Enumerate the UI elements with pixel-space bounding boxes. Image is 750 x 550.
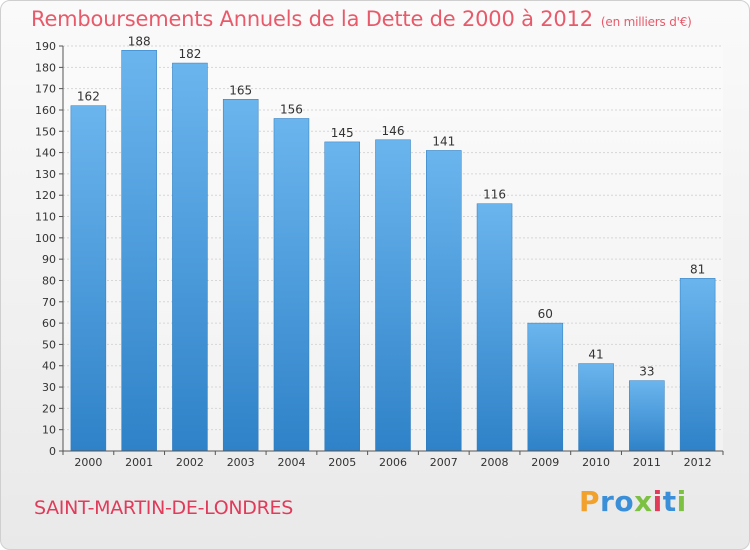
y-tick-label: 100 <box>35 232 56 245</box>
y-tick-label: 180 <box>35 61 56 74</box>
logo-letter: i <box>676 485 687 518</box>
commune-name: SAINT-MARTIN-DE-LONDRES <box>34 497 293 519</box>
x-tick-label: 2002 <box>176 456 204 469</box>
bar-value-label: 165 <box>229 83 252 97</box>
logo-letter: o <box>614 485 635 518</box>
y-tick-label: 120 <box>35 189 56 202</box>
bar <box>426 150 462 452</box>
y-tick-label: 80 <box>42 274 56 287</box>
x-tick-label: 2007 <box>430 456 458 469</box>
y-tick-label: 170 <box>35 83 56 96</box>
chart-subtitle: (en milliers d'€) <box>600 15 692 29</box>
bar <box>375 139 411 452</box>
x-tick-label: 2011 <box>633 456 661 469</box>
bar-value-label: 141 <box>432 134 455 148</box>
bar <box>70 105 107 452</box>
bar-value-label: 60 <box>538 307 553 321</box>
x-tick-label: 2006 <box>379 456 407 469</box>
y-tick-label: 130 <box>35 168 56 181</box>
x-tick-label: 2008 <box>481 456 509 469</box>
y-tick-label: 150 <box>35 125 56 138</box>
logo-letter: i <box>652 485 663 518</box>
y-tick-label: 90 <box>42 253 56 266</box>
y-tick-label: 60 <box>42 317 56 330</box>
bar <box>222 99 259 452</box>
y-tick-label: 30 <box>42 381 56 394</box>
y-tick-label: 40 <box>42 360 56 373</box>
y-tick-label: 10 <box>42 424 56 437</box>
bar-value-label: 81 <box>690 262 705 276</box>
y-tick-label: 50 <box>42 338 56 351</box>
bar <box>527 322 564 452</box>
y-tick-label: 160 <box>35 104 56 117</box>
bar-value-label: 116 <box>483 188 506 202</box>
logo-letter: x <box>634 485 653 518</box>
logo-letter: t <box>662 485 677 518</box>
bar-value-label: 156 <box>280 102 303 116</box>
chart-title-text: Remboursements Annuels de la Dette de 20… <box>31 7 593 31</box>
x-tick-label: 2001 <box>125 456 153 469</box>
bar <box>324 141 360 452</box>
bar <box>121 50 157 452</box>
bar <box>629 380 665 452</box>
bar <box>679 278 716 452</box>
x-tick-label: 2009 <box>531 456 559 469</box>
x-tick-label: 2003 <box>227 456 255 469</box>
logo-letter: r <box>600 485 615 518</box>
logo-letter: P <box>579 485 601 518</box>
bar-value-label: 33 <box>639 365 654 379</box>
bar-value-label: 188 <box>128 34 151 48</box>
x-tick-label: 2004 <box>277 456 305 469</box>
bar <box>476 203 513 452</box>
y-tick-label: 110 <box>35 211 56 224</box>
bar-value-label: 41 <box>588 348 603 362</box>
y-tick-label: 20 <box>42 402 56 415</box>
y-tick-label: 190 <box>35 40 56 53</box>
y-tick-label: 70 <box>42 296 56 309</box>
x-tick-label: 2010 <box>582 456 610 469</box>
x-tick-label: 2012 <box>684 456 712 469</box>
chart-title: Remboursements Annuels de la Dette de 20… <box>31 7 692 31</box>
bar-value-label: 145 <box>331 126 354 140</box>
bar <box>273 118 310 452</box>
bar-value-label: 182 <box>178 47 201 61</box>
y-tick-label: 0 <box>49 445 56 458</box>
bar <box>172 62 208 452</box>
y-tick-label: 140 <box>35 147 56 160</box>
bar <box>578 363 614 452</box>
x-tick-label: 2005 <box>328 456 356 469</box>
bar-value-label: 146 <box>382 124 405 138</box>
x-tick-label: 2000 <box>74 456 102 469</box>
proxiti-logo: Proxiti <box>579 485 687 518</box>
bar-value-label: 162 <box>77 90 100 104</box>
